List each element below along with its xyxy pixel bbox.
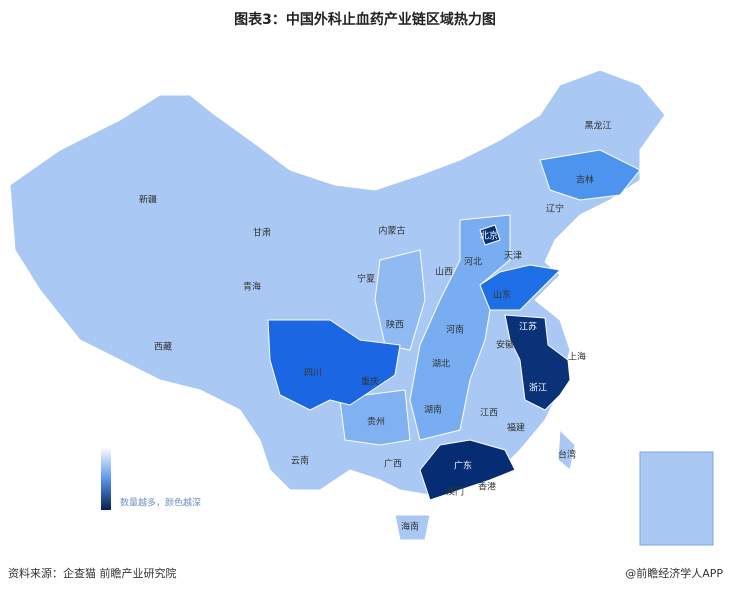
region-jilin [539, 149, 641, 201]
region-jiangsu-zhejiang [504, 314, 571, 411]
region-beijing [479, 224, 501, 246]
region-label: 河北 [464, 256, 482, 268]
region-label: 香港 [478, 481, 496, 493]
region-label: 江西 [480, 408, 498, 419]
region-label: 山东 [493, 289, 511, 301]
legend-gradient [101, 447, 111, 510]
region-label: 河南 [446, 324, 464, 336]
region-label: 广东 [454, 460, 472, 472]
region-label: 山西 [435, 267, 453, 278]
region-guangdong [419, 439, 516, 501]
region-mid [409, 214, 511, 441]
region-label: 新疆 [139, 194, 157, 206]
region-label: 福建 [507, 422, 525, 434]
region-label: 陕西 [386, 319, 404, 331]
region-sichuan [267, 319, 401, 411]
region-label: 澳门 [446, 486, 464, 498]
inset-map [639, 451, 714, 546]
map [9, 69, 666, 541]
region-shaanxi [374, 249, 426, 351]
region-label: 贵州 [367, 416, 385, 428]
region-label: 辽宁 [546, 203, 564, 215]
legend-text: 数量越多，颜色越深 [120, 497, 201, 509]
region-label: 青海 [243, 281, 261, 293]
region-label: 江苏 [519, 321, 537, 333]
region-label: 内蒙古 [378, 225, 405, 237]
region-label: 北京 [480, 230, 498, 242]
region-label: 云南 [291, 455, 309, 467]
title: 图表3：中国外科止血药产业链区域热力图 [234, 11, 496, 28]
region-label: 安徽 [496, 339, 514, 351]
region-label: 浙江 [529, 382, 547, 394]
region-label: 湖南 [424, 404, 442, 416]
region-label: 西藏 [154, 341, 172, 353]
region-label: 宁夏 [357, 273, 375, 285]
source: 资料来源：企查猫 前瞻产业研究院 [8, 566, 177, 580]
region-taiwan [557, 429, 576, 471]
region-label: 广西 [384, 458, 402, 470]
region-hainan [394, 514, 431, 541]
region-label: 甘肃 [253, 227, 271, 239]
region-label: 重庆 [361, 376, 379, 388]
region-label: 吉林 [576, 174, 594, 186]
region-label: 台湾 [558, 449, 576, 461]
region-label: 天津 [504, 251, 522, 262]
region-label: 上海 [568, 351, 586, 363]
region-label: 湖北 [432, 359, 450, 370]
china-base [9, 69, 666, 496]
region-shandong [479, 264, 561, 311]
region-label: 四川 [304, 369, 322, 379]
region-label: 黑龙江 [584, 120, 611, 132]
region-label: 海南 [401, 521, 419, 533]
brand: @前瞻经济学人APP [625, 566, 723, 580]
